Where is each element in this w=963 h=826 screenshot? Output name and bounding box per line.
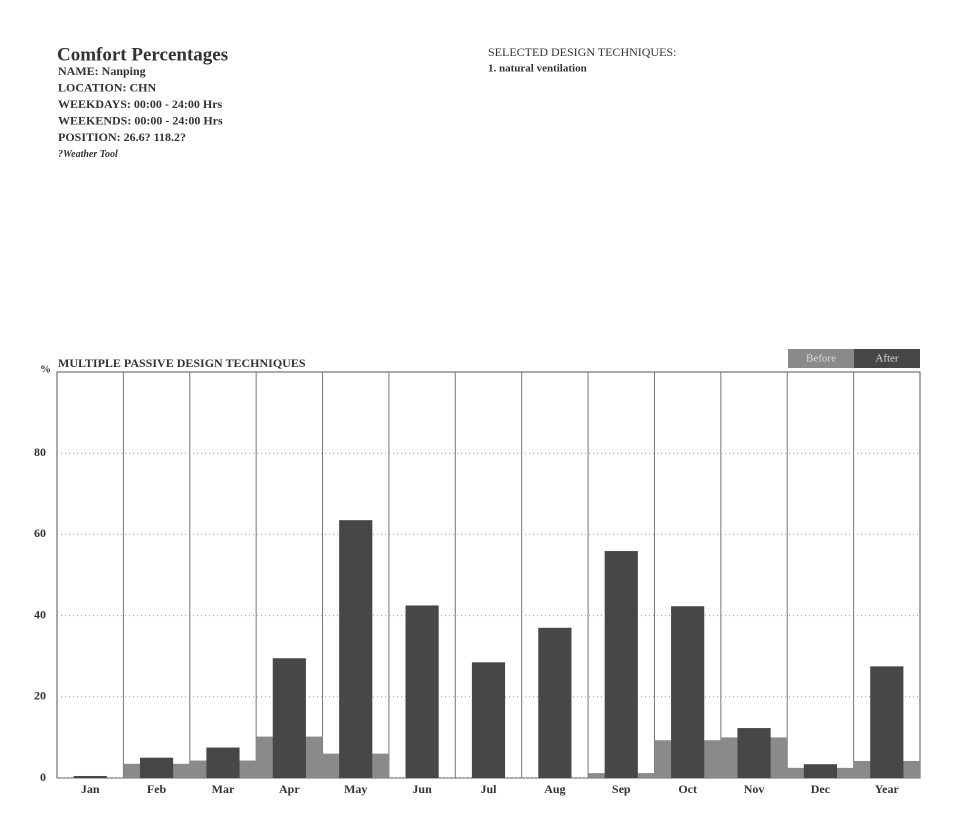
y-tick-label: 0 (40, 770, 46, 784)
x-tick-label: Aug (544, 782, 565, 796)
bar (671, 606, 705, 778)
legend-swatch (854, 349, 920, 368)
x-tick-label: Nov (744, 782, 765, 796)
bar (737, 728, 771, 778)
bar (471, 662, 506, 778)
bar (206, 747, 240, 778)
bar (272, 658, 306, 778)
y-tick-label: 80 (34, 445, 46, 459)
x-tick-label: Jun (412, 782, 432, 796)
y-tick-label: 20 (34, 689, 46, 703)
bar (604, 551, 638, 778)
header-line: ?Weather Tool (58, 149, 118, 160)
bar (870, 666, 904, 778)
header-line: NAME: Nanping (58, 64, 146, 78)
header-line: WEEKDAYS: 00:00 - 24:00 Hrs (58, 97, 223, 111)
y-tick-label: 40 (34, 607, 46, 621)
y-axis-label: % (40, 364, 51, 376)
bar (538, 627, 572, 778)
legend-swatch (788, 349, 854, 368)
report-title: Comfort Percentages (57, 44, 228, 65)
x-tick-label: Mar (212, 782, 235, 796)
x-tick-label: Oct (678, 782, 697, 796)
x-tick-label: Dec (811, 782, 831, 796)
x-tick-label: Year (875, 782, 900, 796)
header-line: LOCATION: CHN (58, 80, 156, 94)
legend-label: After (875, 353, 899, 365)
header-line: POSITION: 26.6? 118.2? (58, 130, 186, 144)
bar (339, 520, 373, 778)
techniques-title: SELECTED DESIGN TECHNIQUES: (488, 45, 676, 59)
x-tick-label: Jan (81, 782, 100, 796)
bar (405, 605, 439, 778)
legend-label: Before (806, 353, 836, 365)
x-tick-label: Feb (147, 782, 167, 796)
bar (803, 764, 838, 778)
header-line: WEEKENDS: 00:00 - 24:00 Hrs (58, 113, 223, 127)
x-tick-label: Apr (279, 782, 300, 796)
x-tick-label: May (344, 782, 367, 796)
bar (73, 775, 107, 778)
x-tick-label: Jul (480, 782, 497, 796)
x-tick-label: Sep (612, 782, 631, 796)
bar (139, 757, 174, 778)
y-tick-label: 60 (34, 526, 46, 540)
technique-item: 1. natural ventilation (488, 63, 587, 75)
chart-title: MULTIPLE PASSIVE DESIGN TECHNIQUES (58, 356, 306, 370)
